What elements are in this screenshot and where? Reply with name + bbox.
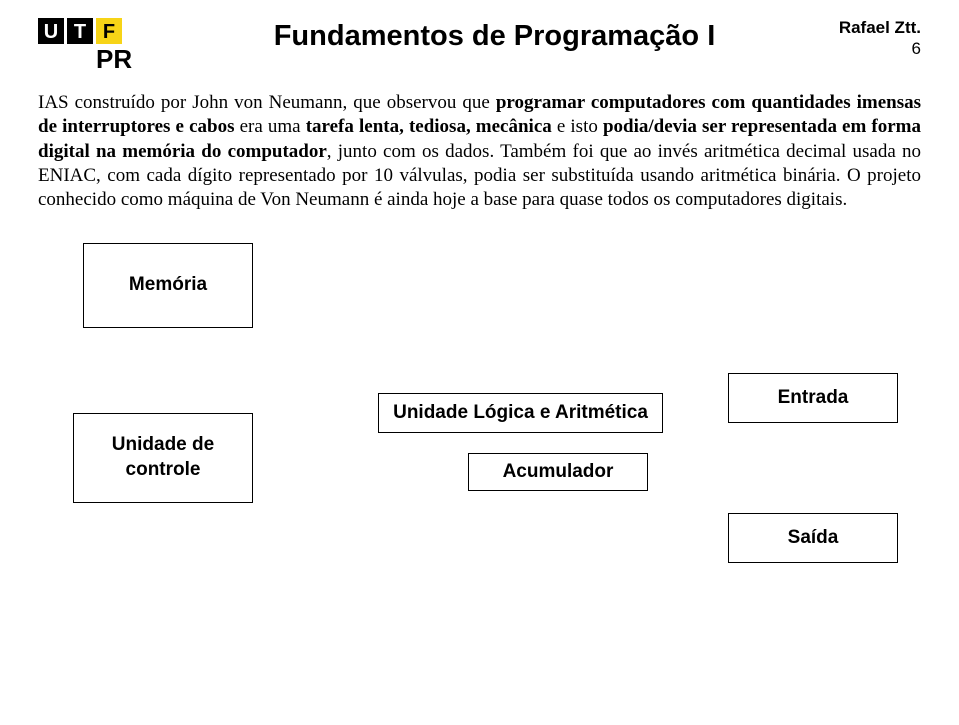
svg-text:T: T — [74, 21, 86, 43]
author-label: Rafael Ztt. — [839, 18, 921, 38]
diagram-box-saida: Saída — [728, 513, 898, 563]
svg-text:F: F — [103, 21, 115, 43]
page-title: Fundamentos de Programação I — [274, 20, 716, 53]
page-number: 6 — [912, 39, 921, 59]
diagram-area: Memória Unidade decontrole Unidade Lógic… — [38, 243, 921, 583]
body-paragraph: IAS construído por John von Neumann, que… — [38, 91, 921, 213]
diagram-box-acumulador: Acumulador — [468, 453, 648, 491]
diagram-box-ula: Unidade Lógica e Aritmética — [378, 393, 663, 433]
diagram-box-unidade-controle: Unidade decontrole — [73, 413, 253, 503]
svg-text:U: U — [44, 21, 58, 43]
title-area: Fundamentos de Programação I — [178, 20, 811, 53]
utfpr-logo-icon: U T F PR — [38, 18, 178, 73]
diagram-box-memoria: Memória — [83, 243, 253, 328]
page-header: U T F PR Fundamentos de Programação I Ra… — [38, 18, 921, 73]
header-right: Rafael Ztt. 6 — [811, 18, 921, 59]
diagram-box-entrada: Entrada — [728, 373, 898, 423]
logo-container: U T F PR — [38, 18, 178, 73]
svg-text:PR: PR — [96, 44, 132, 73]
